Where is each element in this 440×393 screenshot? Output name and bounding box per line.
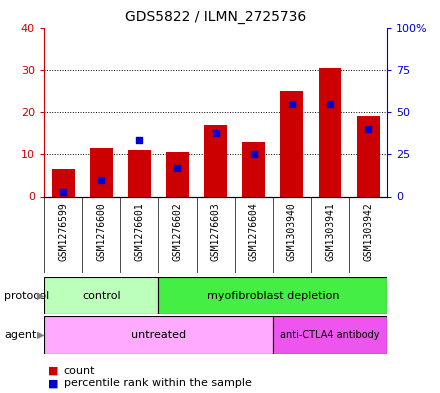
Bar bbox=[44, 277, 158, 314]
Point bbox=[136, 137, 143, 143]
Bar bbox=[357, 116, 380, 196]
Bar bbox=[166, 152, 189, 196]
Bar bbox=[44, 316, 273, 354]
Point bbox=[174, 165, 181, 171]
Text: GSM1303940: GSM1303940 bbox=[287, 203, 297, 261]
Point bbox=[98, 176, 105, 183]
Bar bbox=[242, 141, 265, 196]
Bar bbox=[158, 277, 387, 314]
Text: GSM1276602: GSM1276602 bbox=[172, 203, 183, 261]
Text: ■: ■ bbox=[48, 365, 59, 376]
Bar bbox=[128, 150, 151, 196]
Text: agent: agent bbox=[4, 330, 37, 340]
Point bbox=[365, 126, 372, 132]
Point bbox=[212, 130, 219, 136]
Text: anti-CTLA4 antibody: anti-CTLA4 antibody bbox=[280, 330, 380, 340]
Bar bbox=[90, 148, 113, 196]
Text: count: count bbox=[64, 365, 95, 376]
Text: ■: ■ bbox=[48, 378, 59, 388]
Bar bbox=[204, 125, 227, 196]
Text: control: control bbox=[82, 291, 121, 301]
Bar bbox=[51, 169, 74, 196]
Bar bbox=[273, 316, 387, 354]
Text: GSM1276599: GSM1276599 bbox=[58, 203, 68, 261]
Text: myofibroblast depletion: myofibroblast depletion bbox=[206, 291, 339, 301]
Bar bbox=[319, 68, 341, 196]
Text: GSM1276604: GSM1276604 bbox=[249, 203, 259, 261]
Point bbox=[250, 151, 257, 157]
Point bbox=[59, 189, 66, 195]
Text: untreated: untreated bbox=[131, 330, 186, 340]
Text: GDS5822 / ILMN_2725736: GDS5822 / ILMN_2725736 bbox=[125, 10, 306, 24]
Text: GSM1276600: GSM1276600 bbox=[96, 203, 106, 261]
Text: GSM1303942: GSM1303942 bbox=[363, 203, 373, 261]
Text: GSM1303941: GSM1303941 bbox=[325, 203, 335, 261]
Text: ▶: ▶ bbox=[37, 291, 45, 301]
Point bbox=[288, 100, 295, 107]
Text: percentile rank within the sample: percentile rank within the sample bbox=[64, 378, 252, 388]
Point bbox=[326, 100, 334, 107]
Text: GSM1276601: GSM1276601 bbox=[134, 203, 144, 261]
Bar bbox=[280, 91, 303, 196]
Text: GSM1276603: GSM1276603 bbox=[211, 203, 220, 261]
Text: ▶: ▶ bbox=[37, 330, 45, 340]
Text: protocol: protocol bbox=[4, 291, 50, 301]
